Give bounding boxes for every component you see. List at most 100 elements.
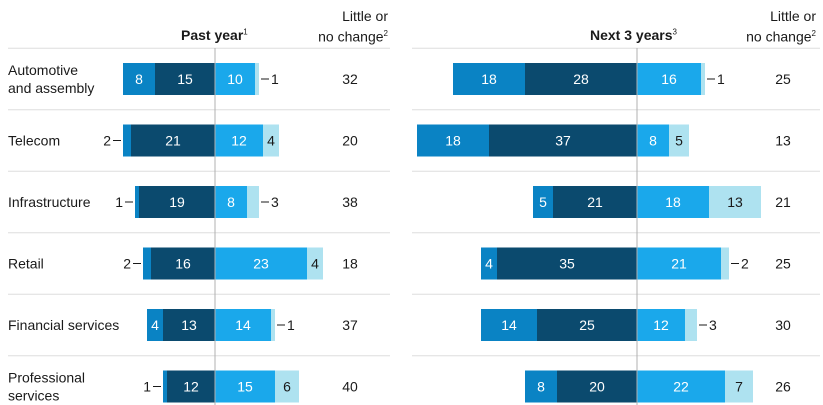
bar-improved-segment (215, 247, 307, 280)
data-label: 2 (103, 133, 111, 149)
data-label: 18 (445, 133, 461, 149)
past-year-footnote: 1 (243, 27, 248, 37)
bar-much-worse-segment (489, 124, 637, 157)
row-label: and assembly (8, 80, 94, 96)
little-change-line2: no change2 (318, 28, 388, 45)
data-label: 3 (709, 317, 717, 333)
data-label: 2 (741, 256, 749, 272)
bar-improved-segment (637, 247, 721, 280)
data-label: 10 (227, 71, 243, 87)
bar-slightly-worse-segment (417, 124, 489, 157)
little-change-value: 21 (775, 194, 791, 210)
bar-improved-segment (637, 186, 709, 218)
data-label: 12 (653, 317, 669, 333)
bar-improved-segment (215, 370, 275, 403)
data-label: 15 (177, 71, 193, 87)
bar-slightly-worse-segment (525, 370, 557, 403)
data-label: 1 (287, 317, 295, 333)
data-label: 4 (267, 133, 275, 149)
bar-slightly-worse-segment (453, 63, 525, 95)
data-label: 21 (165, 133, 181, 149)
little-change-value: 18 (342, 256, 358, 272)
bar-improved-segment (215, 63, 255, 95)
data-label: 1 (717, 71, 725, 87)
little-change-value: 40 (342, 379, 358, 395)
bar-much-improved-segment (725, 370, 753, 403)
bar-much-improved-segment (307, 247, 323, 280)
data-label: 18 (481, 71, 497, 87)
row-label: Telecom (8, 133, 60, 149)
bar-much-improved-segment (721, 247, 729, 280)
bar-slightly-worse-segment (533, 186, 553, 218)
bar-much-worse-segment (151, 247, 215, 280)
data-label: 12 (231, 133, 247, 149)
bar-improved-segment (637, 370, 725, 403)
data-label: 35 (559, 256, 575, 272)
little-change-value: 37 (342, 317, 358, 333)
data-label: 2 (123, 256, 131, 272)
bar-much-worse-segment (155, 63, 215, 95)
data-label: 15 (237, 379, 253, 395)
data-label: 1 (115, 194, 123, 210)
data-label: 6 (283, 379, 291, 395)
bar-improved-segment (215, 124, 263, 157)
little-change-header-right: Little or no change2 (726, 8, 816, 46)
bar-much-worse-segment (167, 370, 215, 403)
little-change-value: 25 (775, 71, 791, 87)
data-label: 25 (579, 317, 595, 333)
bar-improved-segment (637, 309, 685, 341)
bar-much-improved-segment (255, 63, 259, 95)
bar-much-improved-segment (263, 124, 279, 157)
data-label: 19 (169, 194, 185, 210)
bar-slightly-worse-segment (481, 309, 537, 341)
data-label: 8 (135, 71, 143, 87)
row-label: Professional (8, 370, 85, 386)
bar-slightly-worse-segment (123, 63, 155, 95)
bar-slightly-worse-segment (143, 247, 151, 280)
data-label: 3 (271, 194, 279, 210)
data-label: 28 (573, 71, 589, 87)
data-label: 20 (589, 379, 605, 395)
bar-much-improved-segment (685, 309, 697, 341)
data-label: 8 (227, 194, 235, 210)
data-label: 13 (181, 317, 197, 333)
next-3-years-title: Next 3 years (590, 27, 673, 43)
data-label: 5 (675, 133, 683, 149)
little-change-value: 26 (775, 379, 791, 395)
data-label: 4 (151, 317, 159, 333)
bar-much-worse-segment (497, 247, 637, 280)
little-change-value: 32 (342, 71, 358, 87)
data-label: 8 (537, 379, 545, 395)
bar-slightly-worse-segment (123, 124, 131, 157)
bar-much-worse-segment (525, 63, 637, 95)
data-label: 14 (501, 317, 517, 333)
data-label: 16 (175, 256, 191, 272)
row-label: Retail (8, 256, 44, 272)
bar-improved-segment (637, 124, 669, 157)
little-change-header-left: Little or no change2 (298, 8, 388, 46)
next-3-years-header: Next 3 years3 (590, 27, 677, 43)
little-change-value: 38 (342, 194, 358, 210)
little-change-value: 25 (775, 256, 791, 272)
next-3-years-footnote: 3 (672, 27, 677, 37)
bar-much-improved-segment (271, 309, 275, 341)
row-label: Infrastructure (8, 194, 91, 210)
bar-much-improved-segment (669, 124, 689, 157)
data-label: 16 (661, 71, 677, 87)
data-label: 21 (671, 256, 687, 272)
row-label: Financial services (8, 317, 119, 333)
little-change-value: 13 (775, 133, 791, 149)
bar-improved-segment (215, 186, 247, 218)
bar-much-improved-segment (247, 186, 259, 218)
little-change-line1: Little or (770, 8, 816, 24)
bar-much-improved-segment (275, 370, 299, 403)
data-label: 21 (587, 194, 603, 210)
data-label: 8 (649, 133, 657, 149)
bar-much-worse-segment (131, 124, 215, 157)
data-label: 1 (271, 71, 279, 87)
bar-improved-segment (215, 309, 271, 341)
data-label: 4 (311, 256, 319, 272)
data-label: 4 (485, 256, 493, 272)
bar-improved-segment (637, 63, 701, 95)
